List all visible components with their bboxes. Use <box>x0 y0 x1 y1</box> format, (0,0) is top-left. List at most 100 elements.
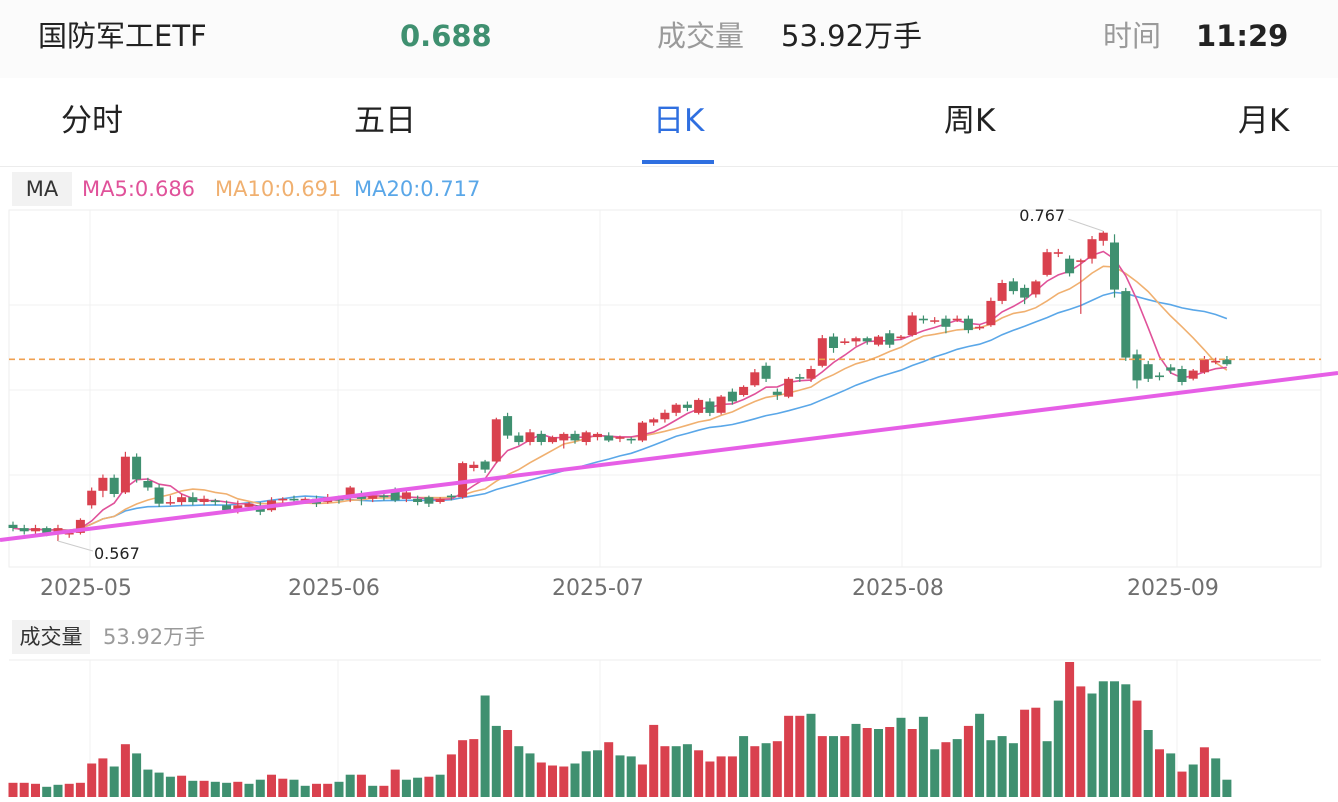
volume-bar <box>874 729 883 797</box>
volume-bar <box>975 713 985 797</box>
candle-body <box>716 396 726 413</box>
candle-body <box>132 456 142 480</box>
volume-bar <box>356 774 366 797</box>
volume-bar <box>559 766 569 797</box>
candle-body <box>963 318 973 331</box>
volume-bars <box>8 662 1232 797</box>
tab-weekly-k[interactable]: 周K <box>944 103 996 139</box>
volume-bar <box>255 779 265 797</box>
candle-body <box>885 333 895 345</box>
volume-bar <box>289 779 299 797</box>
volume-bar <box>1020 709 1030 797</box>
tab-five-day[interactable]: 五日 <box>354 103 416 139</box>
candle-body <box>784 378 794 397</box>
candle-body <box>615 437 625 439</box>
candle-body <box>109 477 119 494</box>
volume-bar <box>345 774 355 797</box>
candle-body <box>210 500 220 503</box>
candle-body <box>739 386 749 395</box>
volume-indicator-button[interactable]: 成交量 <box>12 620 90 654</box>
candle-body <box>345 487 355 498</box>
candle-body <box>1087 239 1097 259</box>
trendline <box>0 371 1338 542</box>
candle-body <box>87 490 97 506</box>
volume-bar <box>446 754 456 797</box>
volume-bar <box>210 781 220 797</box>
volume-bar <box>907 729 917 797</box>
candle-body <box>952 318 962 321</box>
volume-bar <box>806 713 816 797</box>
volume-bar <box>525 753 535 797</box>
volume-bar <box>660 746 670 797</box>
candle-body <box>930 320 940 322</box>
candle-body <box>53 528 63 533</box>
volume-bar <box>941 742 951 797</box>
volume-bar <box>1211 758 1221 797</box>
volume-bar <box>165 776 175 797</box>
candle-body <box>559 433 569 441</box>
volume-bar <box>963 725 973 797</box>
candle-body <box>1110 242 1119 290</box>
quote-header: 国防军工ETF 0.688 成交量 53.92万手 时间 11:29 <box>0 0 1338 78</box>
candle-body <box>289 498 299 501</box>
candle-body <box>536 433 546 442</box>
volume-bar <box>1177 771 1187 797</box>
volume-bar <box>53 784 63 797</box>
ma-indicator-button[interactable]: MA <box>12 172 72 206</box>
candle-body <box>413 498 423 502</box>
volume-bar <box>761 743 771 797</box>
volume-bar <box>368 785 378 797</box>
candle-body <box>1121 291 1131 358</box>
volume-bar <box>98 758 108 797</box>
volume-bar <box>379 785 389 797</box>
high-price-annotation: 0.767 <box>1019 206 1065 225</box>
candle-body <box>424 497 434 504</box>
volume-bar <box>300 785 310 797</box>
volume-bar <box>930 749 940 797</box>
candle-body <box>390 490 400 501</box>
volume-bar <box>312 783 321 797</box>
candle-body <box>458 463 468 498</box>
volume-bar <box>143 769 153 797</box>
high-annotation-leader <box>1068 218 1104 232</box>
volume-bar <box>244 783 254 797</box>
tab-monthly-k[interactable]: 月K <box>1238 103 1290 139</box>
volume-bar <box>42 786 52 797</box>
candle-body <box>199 498 209 502</box>
candle-body <box>918 318 928 321</box>
fund-name: 国防军工ETF <box>38 19 207 53</box>
volume-bar <box>1188 764 1198 797</box>
volume-panel-value: 53.92万手 <box>103 625 206 649</box>
candle-body <box>1177 369 1187 382</box>
tab-intraday[interactable]: 分时 <box>61 103 123 139</box>
volume-bar <box>817 736 827 797</box>
low-annotation-leader <box>57 540 94 552</box>
candle-body <box>177 497 187 503</box>
candle-body <box>1188 370 1198 379</box>
candle-body <box>244 503 254 507</box>
volume-bar <box>1121 684 1131 797</box>
candle-body <box>593 433 602 438</box>
volume-bar <box>480 695 490 797</box>
volume-bar <box>671 746 681 797</box>
candle-body <box>694 399 704 413</box>
candle-body <box>851 338 861 342</box>
volume-bar <box>885 727 895 797</box>
volume-bar <box>593 750 602 797</box>
current-price: 0.688 <box>400 19 492 53</box>
candle-body <box>637 422 647 441</box>
candle-body <box>19 528 29 532</box>
tab-daily-k[interactable]: 日K <box>653 103 705 139</box>
candle-body <box>907 315 917 335</box>
volume-bar <box>1008 743 1018 797</box>
time-value: 11:29 <box>1196 19 1289 53</box>
candle-body <box>75 519 85 533</box>
candle-body <box>188 497 198 503</box>
candle-body <box>1098 232 1108 241</box>
volume-bar <box>649 724 659 797</box>
candle-body <box>682 404 692 408</box>
volume-bar <box>177 775 187 797</box>
volume-bar <box>154 772 164 797</box>
volume-bar <box>413 777 423 797</box>
